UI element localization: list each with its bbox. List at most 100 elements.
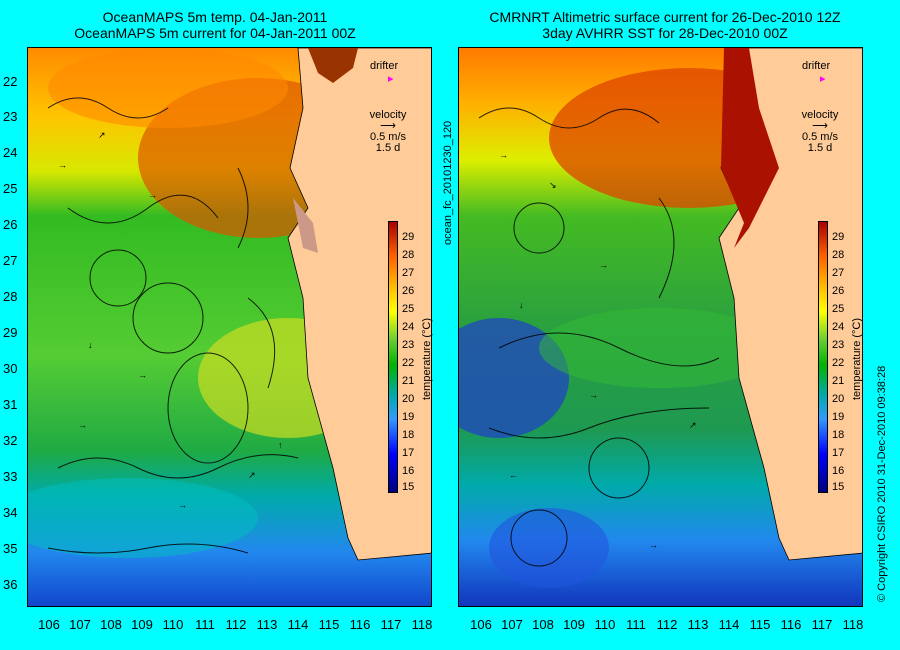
drifter-label: drifter xyxy=(802,60,831,72)
svg-text:↗: ↗ xyxy=(248,470,256,480)
svg-text:→: → xyxy=(148,190,157,200)
lon-label: 107 xyxy=(501,617,523,632)
velocity-speed: 0.5 m/s xyxy=(369,131,407,143)
svg-text:↓: ↓ xyxy=(519,300,524,310)
colorbar-tick: 27 xyxy=(402,267,415,279)
colorbar-tick: 16 xyxy=(832,465,845,477)
lat-label: 24 xyxy=(3,145,18,160)
drifter-marker-icon: ▸ xyxy=(388,73,394,85)
lon-label: 115 xyxy=(318,617,340,632)
lat-label: 23 xyxy=(3,109,18,124)
left-title-line2: OceanMAPS 5m current for 04-Jan-2011 00Z xyxy=(74,25,356,41)
colorbar-tick: 25 xyxy=(402,303,415,315)
svg-text:→: → xyxy=(599,260,608,270)
lon-label: 116 xyxy=(349,617,371,632)
colorbar-tick: 16 xyxy=(402,465,415,477)
lon-label: 111 xyxy=(195,617,215,632)
lon-label: 114 xyxy=(287,617,309,632)
svg-text:↑: ↑ xyxy=(278,440,283,450)
lon-label: 106 xyxy=(470,617,492,632)
colorbar-tick: 22 xyxy=(402,357,415,369)
lat-label: 28 xyxy=(3,289,18,304)
colorbar-tick: 21 xyxy=(832,375,845,387)
lat-label: 26 xyxy=(3,217,18,232)
velocity-legend-left: velocity ⟶ 0.5 m/s 1.5 d xyxy=(358,110,418,154)
colorbar-unit-left: temperature (°C) xyxy=(421,317,433,400)
colorbar-tick: 20 xyxy=(832,393,845,405)
lon-label: 108 xyxy=(532,617,554,632)
lat-label: 31 xyxy=(3,397,18,412)
colorbar-tick: 26 xyxy=(402,285,415,297)
colorbar-tick: 24 xyxy=(402,321,415,333)
copyright-text: © Copyright CSIRO 2010 31-Dec-2010 09:38… xyxy=(876,365,888,602)
lon-label: 113 xyxy=(256,617,278,632)
lat-label: 34 xyxy=(3,505,18,520)
colorbar-right xyxy=(818,221,828,493)
lon-label: 111 xyxy=(626,617,646,632)
lat-label: 25 xyxy=(3,181,18,196)
colorbar-tick: 22 xyxy=(832,357,845,369)
velocity-duration: 1.5 d xyxy=(375,142,401,154)
lon-label: 109 xyxy=(131,617,153,632)
velocity-label: velocity xyxy=(369,109,407,121)
lon-label: 117 xyxy=(380,617,402,632)
drifter-marker-icon: ▸ xyxy=(820,73,826,85)
colorbar-tick: 29 xyxy=(402,231,415,243)
lon-label: 113 xyxy=(687,617,709,632)
left-title-line1: OceanMAPS 5m temp. 04-Jan-2011 xyxy=(102,9,328,25)
lon-label: 107 xyxy=(69,617,91,632)
colorbar-tick: 21 xyxy=(402,375,415,387)
lon-label: 109 xyxy=(563,617,585,632)
right-title-line1: CMRNRT Altimetric surface current for 26… xyxy=(489,9,841,25)
drifter-legend-right: drifter ▸ xyxy=(802,60,830,85)
colorbar-tick: 28 xyxy=(402,249,415,261)
svg-text:↘: ↘ xyxy=(549,180,557,190)
svg-text:↓: ↓ xyxy=(88,340,93,350)
drifter-legend-left: drifter ▸ xyxy=(370,60,398,85)
svg-text:↗: ↗ xyxy=(98,130,106,140)
colorbar-tick: 15 xyxy=(402,481,415,493)
colorbar-tick: 19 xyxy=(832,411,845,423)
svg-text:→: → xyxy=(649,540,658,550)
svg-text:←: ← xyxy=(509,470,518,480)
colorbar-unit-right: temperature (°C) xyxy=(851,317,863,400)
lat-label: 29 xyxy=(3,325,18,340)
colorbar-tick: 25 xyxy=(832,303,845,315)
colorbar-tick: 18 xyxy=(832,429,845,441)
velocity-legend-right: velocity ⟶ 0.5 m/s 1.5 d xyxy=(790,110,850,154)
lon-label: 114 xyxy=(718,617,740,632)
svg-text:→: → xyxy=(499,150,508,160)
lon-label: 117 xyxy=(811,617,833,632)
colorbar-tick: 24 xyxy=(832,321,845,333)
colorbar-tick: 17 xyxy=(402,447,415,459)
lon-label: 118 xyxy=(411,617,433,632)
velocity-speed: 0.5 m/s xyxy=(801,131,839,143)
svg-text:→: → xyxy=(589,390,598,400)
lat-label: 27 xyxy=(3,253,18,268)
lat-label: 36 xyxy=(3,577,18,592)
lon-label: 112 xyxy=(225,617,247,632)
drifter-label: drifter xyxy=(370,60,399,72)
svg-text:→: → xyxy=(138,370,147,380)
svg-text:→: → xyxy=(178,500,187,510)
colorbar-tick: 18 xyxy=(402,429,415,441)
lat-label: 35 xyxy=(3,541,18,556)
forecast-code: ocean_fc_20101230_120 xyxy=(442,120,454,245)
lon-label: 118 xyxy=(842,617,864,632)
colorbar-tick: 17 xyxy=(832,447,845,459)
lat-label: 22 xyxy=(3,74,18,89)
right-title-line2: 3day AVHRR SST for 28-Dec-2010 00Z xyxy=(542,25,788,41)
right-title: CMRNRT Altimetric surface current for 26… xyxy=(445,9,885,41)
lon-label: 112 xyxy=(656,617,678,632)
svg-text:→: → xyxy=(58,160,67,170)
lon-label: 110 xyxy=(594,617,616,632)
svg-text:→: → xyxy=(78,420,87,430)
velocity-label: velocity xyxy=(801,109,839,121)
lat-label: 33 xyxy=(3,469,18,484)
lon-label: 115 xyxy=(749,617,771,632)
colorbar-tick: 27 xyxy=(832,267,845,279)
velocity-duration: 1.5 d xyxy=(807,142,833,154)
lat-label: 30 xyxy=(3,361,18,376)
left-title: OceanMAPS 5m temp. 04-Jan-2011 OceanMAPS… xyxy=(25,9,405,41)
colorbar-tick: 23 xyxy=(832,339,845,351)
